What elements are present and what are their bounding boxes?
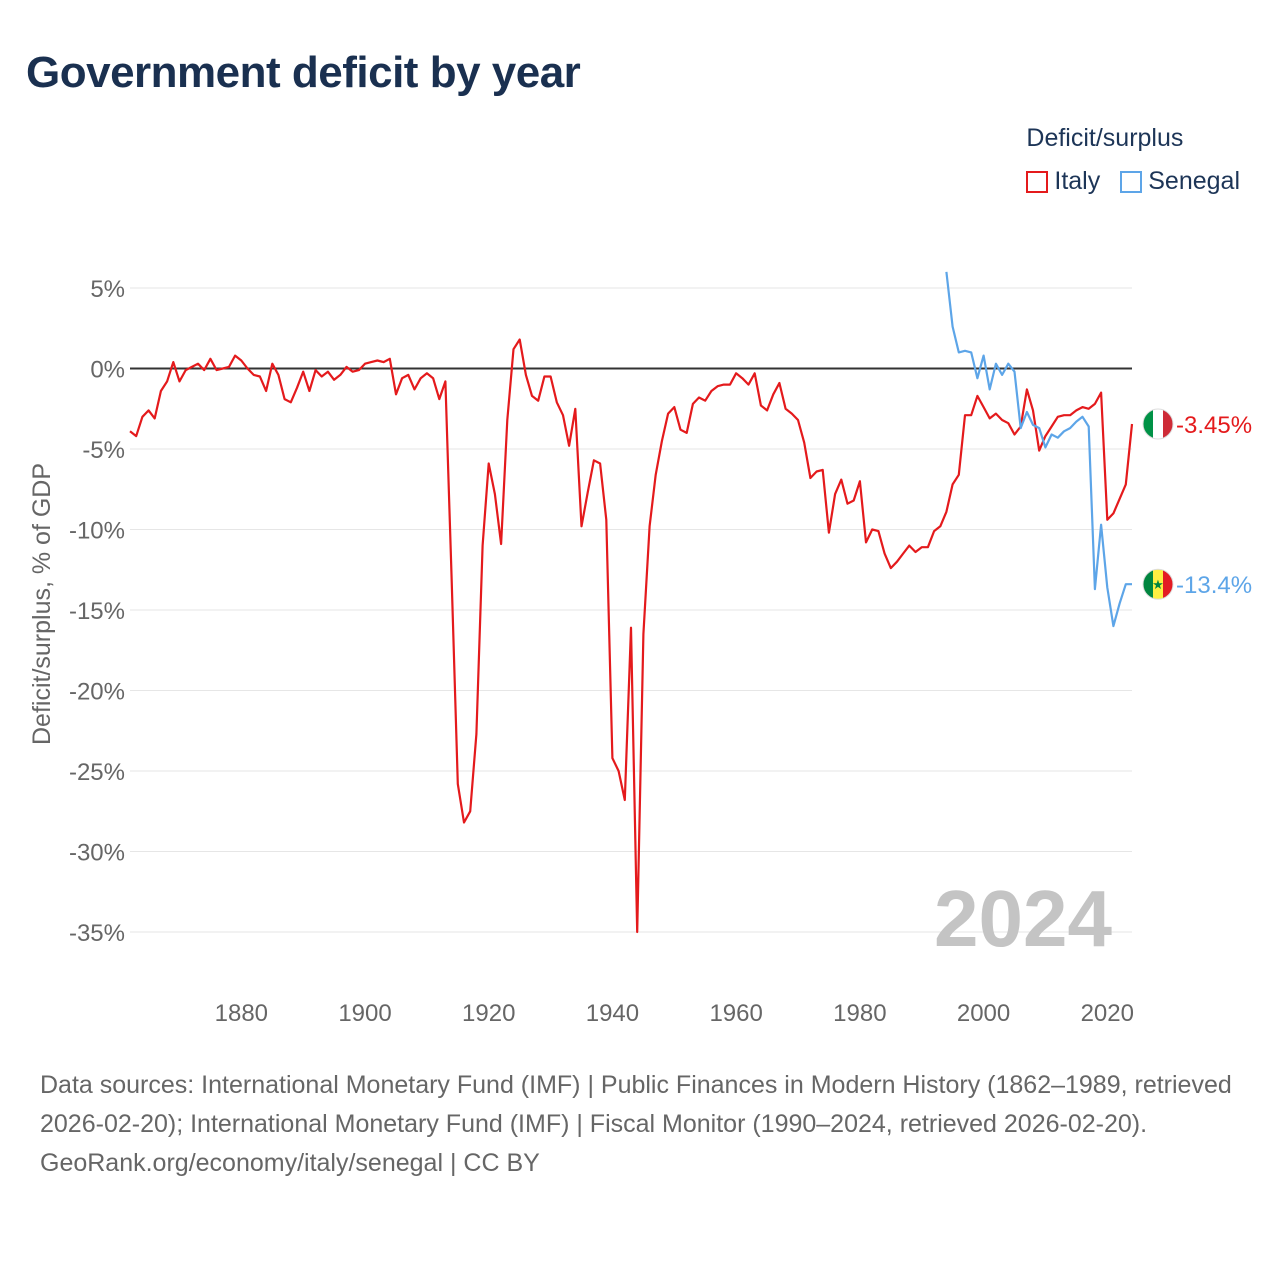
legend-item-senegal[interactable]: Senegal bbox=[1120, 167, 1240, 196]
y-tick-label: -35% bbox=[69, 920, 125, 947]
x-tick-label: 2000 bbox=[957, 1000, 1010, 1027]
y-tick-label: -20% bbox=[69, 679, 125, 706]
italy-flag-icon bbox=[1143, 409, 1173, 440]
series-line-italy[interactable] bbox=[129, 338, 1134, 934]
x-tick-label: 1940 bbox=[586, 1000, 639, 1027]
series-lines bbox=[129, 271, 1134, 934]
x-tick-label: 1880 bbox=[215, 1000, 268, 1027]
x-tick-labels: 1880 1900 1920 1940 1960 1980 2000 2020 bbox=[215, 1000, 1134, 1027]
senegal-end-value-label: -13.4% bbox=[1176, 572, 1252, 599]
flag-outline bbox=[1142, 568, 1174, 600]
x-tick-label: 2020 bbox=[1081, 1000, 1134, 1027]
x-tick-label: 1900 bbox=[338, 1000, 391, 1027]
y-tick-label: -10% bbox=[69, 518, 125, 545]
grid-lines bbox=[130, 287, 1132, 933]
italy-end-value-label: -3.45% bbox=[1176, 412, 1252, 439]
data-sources: Data sources: International Monetary Fun… bbox=[40, 1071, 1232, 1138]
year-watermark: 2024 bbox=[934, 874, 1112, 963]
y-tick-label: 0% bbox=[90, 357, 125, 384]
series-line-senegal[interactable] bbox=[945, 271, 1132, 628]
y-tick-labels: 5% 0% -5% -10% -15% -20% -25% -30% -35% bbox=[69, 276, 125, 947]
legend-title: Deficit/surplus bbox=[1026, 124, 1184, 152]
x-tick-label: 1980 bbox=[833, 1000, 886, 1027]
y-tick-label: -5% bbox=[82, 437, 125, 464]
footer: Data sources: International Monetary Fun… bbox=[40, 1066, 1240, 1183]
x-tick-label: 1960 bbox=[709, 1000, 762, 1027]
page-title: Government deficit by year bbox=[26, 48, 581, 97]
legend-label-italy: Italy bbox=[1054, 167, 1101, 195]
y-tick-label: -25% bbox=[69, 759, 125, 786]
legend-label-senegal: Senegal bbox=[1148, 167, 1240, 195]
svg-text:★: ★ bbox=[1152, 578, 1164, 593]
y-tick-label: -15% bbox=[69, 598, 125, 625]
line-chart: 5% 0% -5% -10% -15% -20% -25% -30% -35% 1880 1900… bbox=[28, 271, 1252, 1027]
y-tick-label: 5% bbox=[90, 276, 125, 303]
legend-item-italy[interactable]: Italy bbox=[1026, 167, 1100, 196]
credit-link[interactable]: GeoRank.org/economy/italy/senegal | CC B… bbox=[40, 1149, 540, 1177]
senegal-flag-icon: ★ bbox=[1143, 569, 1173, 600]
y-axis-title: Deficit/surplus, % of GDP bbox=[28, 463, 56, 745]
legend-swatch-italy bbox=[1026, 170, 1049, 193]
legend: Deficit/surplus Italy Senegal bbox=[1026, 124, 1240, 196]
flag-outline bbox=[1142, 408, 1174, 440]
x-tick-label: 1920 bbox=[462, 1000, 515, 1027]
y-tick-label: -30% bbox=[69, 840, 125, 867]
legend-swatch-senegal bbox=[1120, 170, 1143, 193]
end-markers: -3.45% ★ -13.4% bbox=[1142, 408, 1252, 600]
